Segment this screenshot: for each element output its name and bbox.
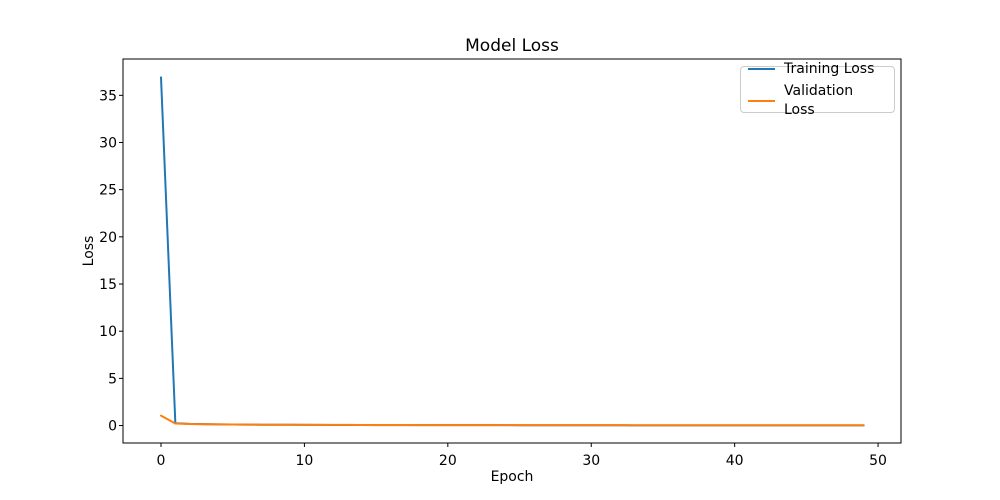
x-tick-label: 0	[157, 453, 166, 469]
plot-area	[122, 58, 902, 444]
y-tick-label: 30	[99, 135, 117, 151]
y-tick-label: 15	[99, 277, 117, 293]
y-axis-label: Loss	[81, 235, 97, 267]
y-tick-label: 20	[99, 230, 117, 246]
legend-label: Training Loss	[784, 60, 875, 77]
y-tick-label: 25	[99, 183, 117, 199]
legend-line-sample	[748, 99, 775, 102]
x-tick-label: 20	[439, 453, 457, 469]
y-tick-label: 0	[108, 419, 117, 435]
chart-title: Model Loss	[465, 36, 559, 56]
x-tick-label: 10	[295, 453, 313, 469]
legend-line-sample	[748, 68, 775, 70]
x-tick-label: 50	[869, 453, 887, 469]
legend: Training Loss Validation Loss	[740, 61, 895, 118]
legend-label: Validation Loss	[784, 82, 854, 118]
x-tick-label: 30	[582, 453, 600, 469]
y-tick-label: 35	[99, 88, 117, 104]
x-axis-label: Epoch	[490, 469, 534, 485]
validation-loss-line	[160, 414, 865, 427]
y-tick-label: 5	[108, 371, 117, 387]
legend-entry: Training Loss	[748, 60, 887, 79]
y-tick-label: 10	[99, 324, 117, 340]
x-tick-label: 40	[726, 453, 744, 469]
legend-entry: Validation Loss	[748, 82, 887, 120]
